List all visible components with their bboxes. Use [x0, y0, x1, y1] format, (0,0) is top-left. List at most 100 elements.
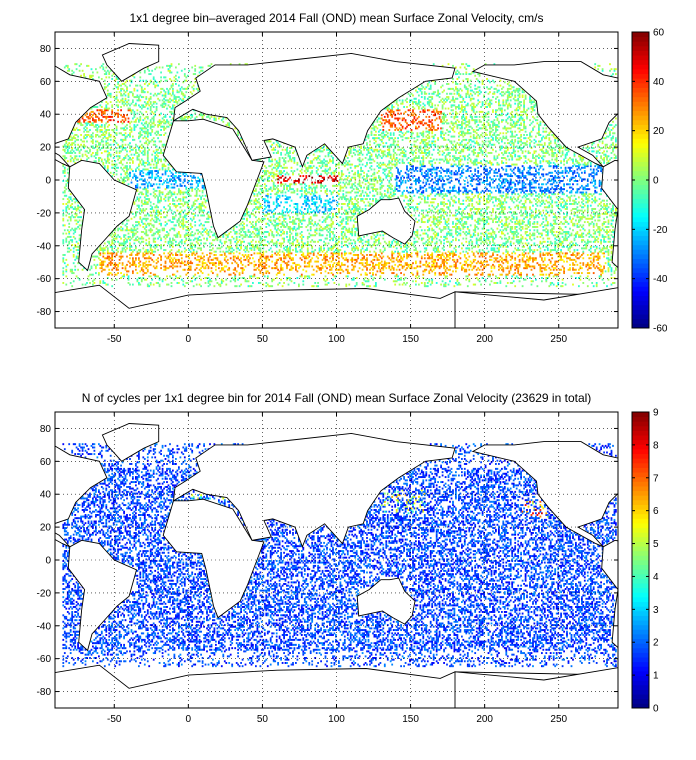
bin-cell: [86, 282, 88, 284]
bin-cell: [461, 268, 463, 271]
bin-cell: [520, 214, 522, 217]
bin-cell: [121, 263, 124, 266]
bin-cell: [521, 219, 524, 222]
bin-cell: [140, 204, 143, 207]
bin-cell: [346, 216, 349, 219]
bin-cell: [277, 212, 279, 215]
bin-cell: [133, 227, 136, 230]
bin-cell: [324, 262, 327, 265]
bin-cell: [492, 240, 494, 243]
bin-cell: [340, 221, 343, 224]
bin-cell: [425, 249, 428, 252]
bin-cell: [258, 265, 260, 268]
bin-cell: [306, 229, 309, 232]
bin-cell: [532, 265, 534, 268]
bin-cell: [355, 221, 358, 224]
bin-cell: [155, 219, 158, 222]
bin-cell: [422, 221, 425, 224]
bin-cell: [422, 214, 425, 217]
bin-cell: [241, 237, 244, 240]
bin-cell: [403, 255, 405, 258]
bin-cell: [566, 237, 568, 240]
bin-cell: [68, 222, 71, 225]
bin-cell: [484, 260, 487, 263]
bin-cell: [145, 242, 148, 245]
bin-cell: [223, 265, 226, 268]
bin-cell: [266, 283, 269, 286]
bin-cell: [551, 227, 554, 230]
bin-cell: [529, 250, 531, 253]
bin-cell: [394, 263, 397, 266]
bin-cell: [235, 239, 238, 242]
bin-cell: [581, 234, 583, 237]
bin-cell: [478, 219, 481, 222]
bin-cell: [183, 285, 186, 288]
bin-cell: [300, 234, 303, 237]
bin-cell: [581, 272, 583, 275]
bin-cell: [160, 239, 162, 242]
bin-cell: [127, 270, 130, 273]
bin-cell: [340, 252, 343, 255]
bin-cell: [483, 265, 485, 268]
bin-cell: [483, 221, 485, 224]
bin-cell: [592, 263, 595, 266]
bin-cell: [260, 221, 263, 224]
bin-cell: [603, 267, 605, 270]
bin-cell: [554, 267, 557, 270]
bin-cell: [552, 283, 555, 286]
bin-cell: [576, 257, 579, 260]
bin-cell: [573, 214, 576, 217]
bin-cell: [112, 263, 115, 266]
bin-cell: [425, 244, 428, 247]
bin-cell: [259, 262, 262, 265]
bin-cell: [72, 272, 75, 275]
bin-cell: [483, 226, 485, 228]
bin-cell: [183, 235, 186, 238]
bin-cell: [272, 267, 275, 270]
bin-cell: [456, 217, 459, 220]
bin-cell: [302, 280, 305, 283]
bin-cell: [397, 265, 399, 268]
bin-cell: [207, 273, 210, 276]
bin-cell: [452, 222, 454, 225]
bin-cell: [306, 262, 309, 265]
bin-cell: [201, 204, 204, 207]
bin-cell: [129, 244, 131, 247]
bin-cell: [155, 227, 158, 230]
bin-cell: [607, 250, 610, 253]
bin-cell: [295, 237, 297, 240]
bin-cell: [595, 265, 598, 268]
bin-cell: [318, 254, 321, 256]
bin-cell: [423, 247, 426, 250]
bin-cell: [117, 250, 119, 253]
bin-cell: [106, 283, 109, 286]
bin-cell: [459, 262, 462, 265]
bin-cell: [135, 224, 137, 227]
bin-cell: [302, 268, 305, 271]
bin-cell: [455, 229, 457, 232]
bin-cell: [207, 214, 210, 217]
bin-cell: [410, 263, 413, 266]
bin-cell: [292, 211, 294, 214]
bin-cell: [219, 240, 222, 243]
bin-cell: [364, 240, 367, 243]
bin-cell: [612, 231, 614, 233]
bin-cell: [216, 282, 219, 284]
bin-cell: [175, 224, 177, 227]
bin-cell: [498, 212, 500, 215]
bin-cell: [452, 258, 454, 261]
bin-cell: [521, 237, 524, 240]
bin-cell: [438, 221, 441, 224]
bin-cell: [555, 216, 558, 219]
bin-cell: [183, 247, 186, 250]
bin-cell: [186, 244, 189, 247]
bin-cell: [170, 277, 173, 279]
bin-cell: [589, 214, 592, 217]
bin-cell: [452, 221, 454, 224]
bin-cell: [78, 278, 81, 281]
bin-cell: [607, 254, 610, 256]
bin-cell: [481, 252, 484, 255]
bin-cell: [278, 229, 281, 232]
bin-cell: [142, 252, 145, 255]
bin-cell: [74, 265, 77, 268]
